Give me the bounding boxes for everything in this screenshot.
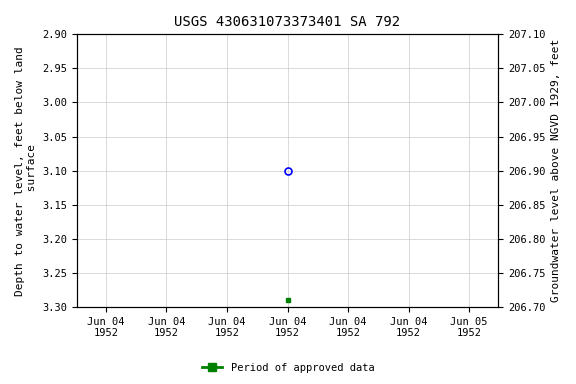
Legend: Period of approved data: Period of approved data — [198, 359, 378, 377]
Y-axis label: Depth to water level, feet below land
 surface: Depth to water level, feet below land su… — [15, 46, 37, 296]
Title: USGS 430631073373401 SA 792: USGS 430631073373401 SA 792 — [175, 15, 401, 29]
Y-axis label: Groundwater level above NGVD 1929, feet: Groundwater level above NGVD 1929, feet — [551, 39, 561, 302]
